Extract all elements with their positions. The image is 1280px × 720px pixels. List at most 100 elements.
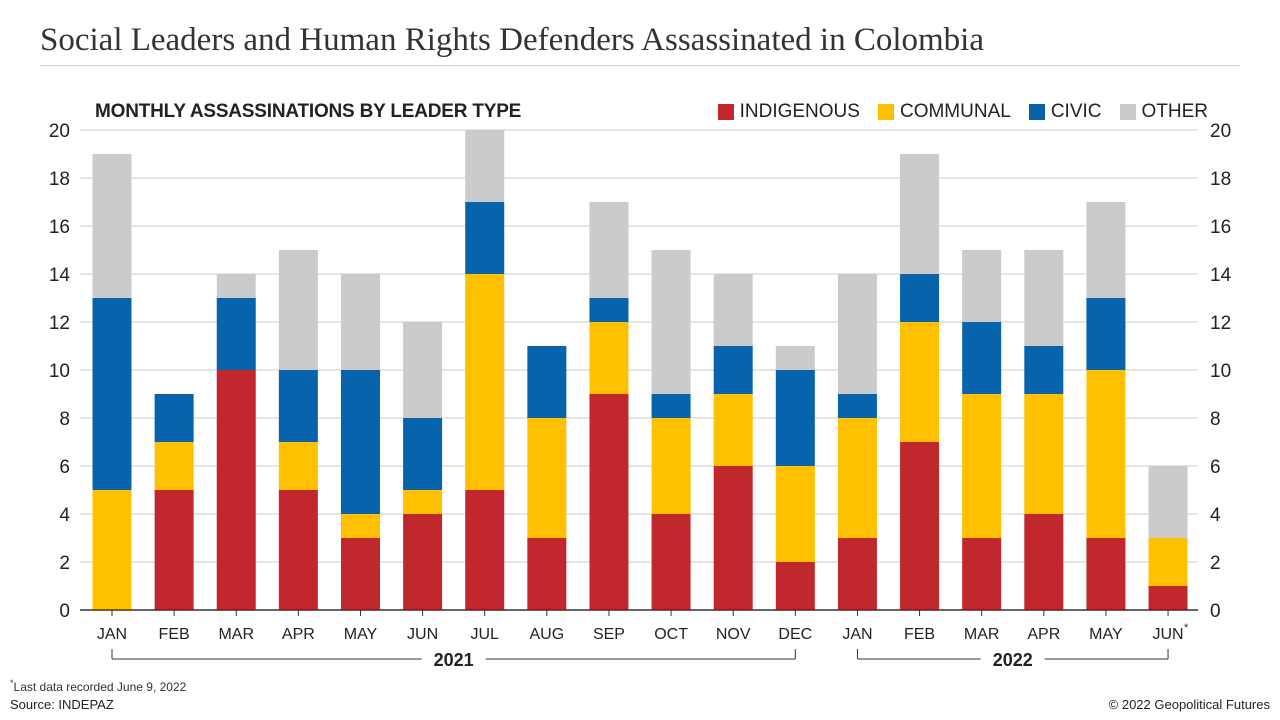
chart-legend: INDIGENOUS COMMUNAL CIVIC OTHER [700,101,1208,123]
bar-segment-other [900,154,940,274]
bar-segment-communal [154,442,194,490]
footnote-text: Last data recorded June 9, 2022 [13,680,187,694]
x-tick-label: FEB [159,626,190,643]
bar-segment-civic [403,418,443,490]
bar-segment-civic [154,394,194,442]
bar-segment-communal [651,418,691,514]
y-tick-label-left: 12 [49,313,70,334]
bar-segment-communal [278,442,318,490]
bar-segment-other [837,274,877,394]
x-tick-footnote-mark: * [1184,622,1189,634]
y-tick-label-right: 14 [1210,265,1232,286]
bar-segment-other [962,250,1002,322]
y-tick-label-left: 20 [49,121,70,142]
source-credit: Source: INDEPAZ [10,697,114,712]
y-tick-label-right: 6 [1210,457,1221,478]
y-tick-label-left: 18 [49,169,70,190]
x-tick-label: NOV [716,626,751,643]
y-tick-label-left: 8 [59,409,70,430]
x-tick-label: APR [282,626,315,643]
bar-segment-civic [465,202,505,274]
bar-segment-civic [713,346,753,394]
y-tick-label-right: 0 [1210,601,1221,622]
y-tick-label-right: 8 [1210,409,1221,430]
bar-segment-other [340,274,380,370]
bar-segment-indigenous [1148,586,1188,610]
bar-segment-communal [1148,538,1188,586]
bar-segment-other [216,274,256,298]
year-group-label: 2022 [993,650,1033,670]
legend-item-indigenous: INDIGENOUS [717,101,860,123]
year-group-label: 2021 [434,650,474,670]
bar-segment-communal [527,418,567,538]
bar-segment-indigenous [340,538,380,610]
bar-segment-communal [403,490,443,514]
bar-segment-indigenous [216,370,256,610]
bar-segment-communal [713,394,753,466]
bar-segment-communal [92,490,132,610]
legend-label: INDIGENOUS [739,101,860,122]
bar-segment-civic [216,298,256,370]
bar-segment-other [1148,466,1188,538]
x-tick-label: JUL [470,626,499,643]
bar-segment-indigenous [651,514,691,610]
bar-segment-indigenous [1024,514,1064,610]
x-tick-label: OCT [654,626,688,643]
x-tick-label: AUG [530,626,565,643]
bar-segment-civic [589,298,629,322]
y-tick-label-left: 6 [59,457,70,478]
bar-segment-indigenous [465,490,505,610]
y-tick-label-left: 0 [59,601,70,622]
footnote-mark: * [10,678,14,688]
legend-swatch [717,104,734,120]
bar-segment-other [1086,202,1126,298]
x-tick-label: JAN [97,626,127,643]
bar-segment-civic [92,298,132,490]
y-tick-label-right: 20 [1210,121,1231,142]
y-tick-label-left: 4 [59,505,70,526]
bar-segment-other [775,346,815,370]
x-tick-label: MAY [344,626,378,643]
legend-swatch [1119,104,1136,120]
legend-label: OTHER [1141,101,1209,122]
x-tick-label: MAR [218,626,254,643]
bar-segment-other [403,322,443,418]
bar-segment-communal [775,466,815,562]
title-divider [40,65,1240,66]
bar-segment-indigenous [589,394,629,610]
bar-segment-communal [465,274,505,490]
bar-segment-civic [1086,298,1126,370]
bar-segment-civic [1024,346,1064,394]
bar-segment-indigenous [527,538,567,610]
bar-segment-civic [651,394,691,418]
y-tick-label-right: 12 [1210,313,1231,334]
x-tick-label: FEB [904,626,935,643]
y-tick-label-right: 10 [1210,361,1231,382]
x-tick-label: DEC [778,626,812,643]
bar-segment-other [465,130,505,202]
x-tick-label: SEP [593,626,625,643]
y-tick-label-left: 10 [49,361,70,382]
y-tick-label-right: 16 [1210,217,1231,238]
legend-item-communal: COMMUNAL [877,101,1011,123]
bar-segment-communal [900,322,940,442]
y-tick-label-right: 4 [1210,505,1221,526]
bar-segment-indigenous [713,466,753,610]
bar-segment-other [651,250,691,394]
x-tick-label: JAN [842,626,872,643]
legend-item-civic: CIVIC [1028,101,1102,123]
bar-segment-indigenous [900,442,940,610]
footnote: *Last data recorded June 9, 2022 [10,678,186,694]
bar-segment-communal [589,322,629,394]
bar-segment-communal [837,418,877,538]
legend-swatch [877,104,894,120]
bar-segment-indigenous [775,562,815,610]
bar-segment-civic [775,370,815,466]
x-tick-label: MAY [1089,626,1123,643]
y-tick-label-right: 2 [1210,553,1221,574]
bar-segment-civic [340,370,380,514]
copyright: © 2022 Geopolitical Futures [1108,697,1270,712]
y-tick-label-left: 16 [49,217,70,238]
bar-segment-communal [340,514,380,538]
